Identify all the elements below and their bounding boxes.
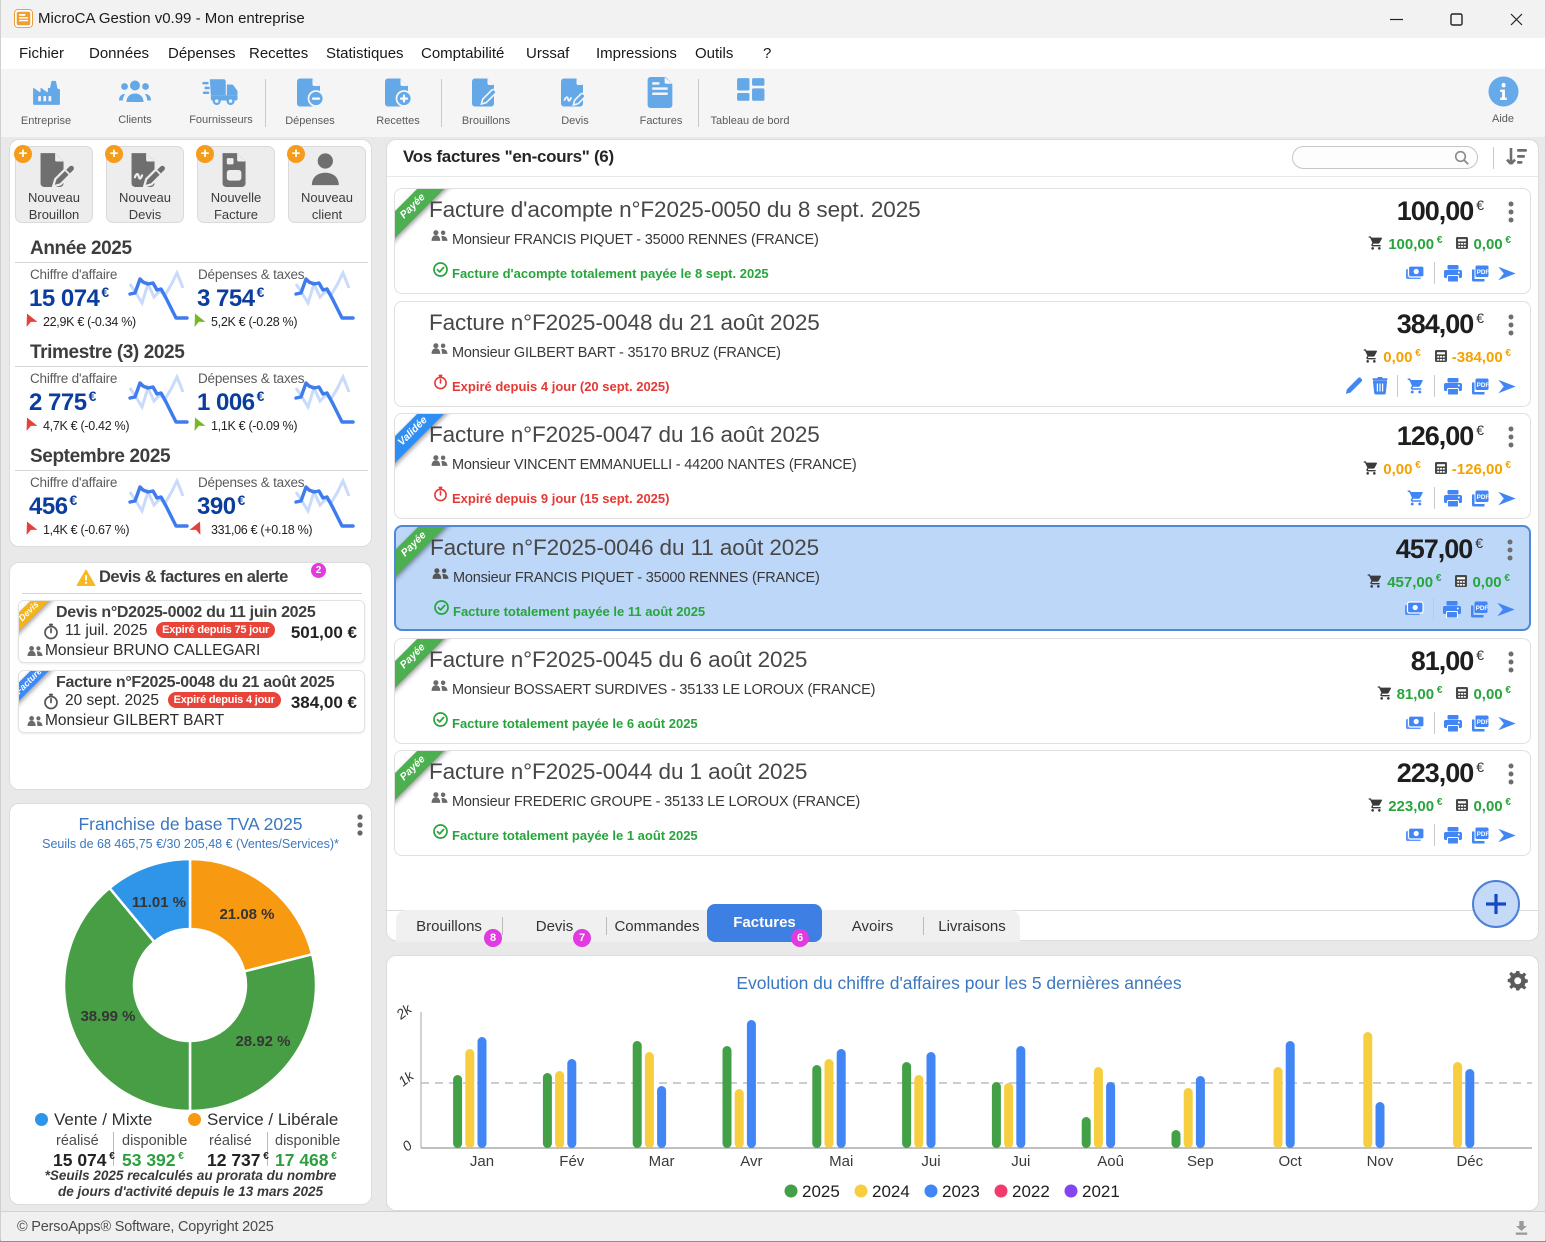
svg-text:2024: 2024 xyxy=(872,1182,910,1201)
svg-text:2022: 2022 xyxy=(1012,1182,1050,1201)
svg-text:2025: 2025 xyxy=(802,1182,840,1201)
svg-text:Mar: Mar xyxy=(649,1153,675,1170)
svg-text:28.92 %: 28.92 % xyxy=(235,1033,290,1050)
svg-text:2023: 2023 xyxy=(942,1182,980,1201)
svg-text:Evolution du chiffre d'affaire: Evolution du chiffre d'affaires pour les… xyxy=(736,973,1182,993)
svg-text:Nov: Nov xyxy=(1367,1153,1394,1170)
svg-text:2k: 2k xyxy=(392,1000,415,1023)
svg-text:Sep: Sep xyxy=(1187,1153,1214,1170)
svg-text:Déc: Déc xyxy=(1456,1153,1483,1170)
svg-text:1k: 1k xyxy=(395,1067,417,1089)
svg-text:21.08 %: 21.08 % xyxy=(219,906,274,923)
svg-text:Aoû: Aoû xyxy=(1097,1153,1124,1170)
svg-text:Avr: Avr xyxy=(740,1153,762,1170)
svg-text:Fév: Fév xyxy=(559,1153,585,1170)
svg-text:Mai: Mai xyxy=(829,1153,853,1170)
svg-text:0: 0 xyxy=(399,1137,415,1155)
svg-text:Oct: Oct xyxy=(1279,1153,1303,1170)
svg-text:2021: 2021 xyxy=(1082,1182,1120,1201)
svg-text:Jui: Jui xyxy=(921,1153,940,1170)
svg-text:38.99 %: 38.99 % xyxy=(80,1008,135,1025)
svg-text:Jan: Jan xyxy=(470,1153,494,1170)
svg-text:11.01 %: 11.01 % xyxy=(132,894,186,911)
svg-text:Jui: Jui xyxy=(1011,1153,1030,1170)
